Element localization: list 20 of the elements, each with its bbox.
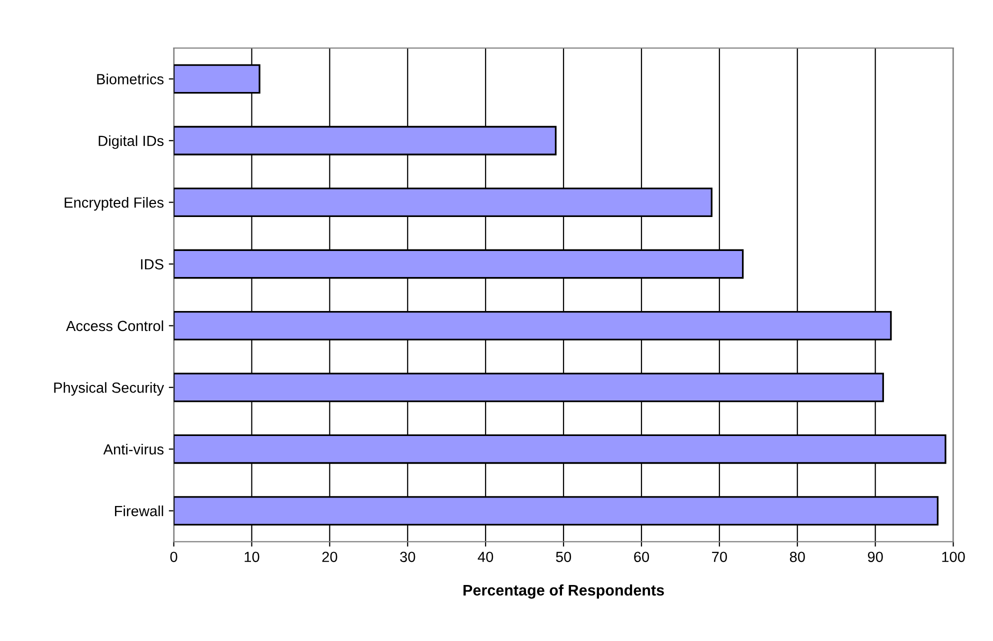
x-tick-label: 80 xyxy=(790,552,805,562)
x-tick-label: 100 xyxy=(942,552,965,562)
y-tick-label: Physical Security xyxy=(54,382,164,396)
x-tick-label: 20 xyxy=(322,552,338,562)
y-tick-label: IDS xyxy=(141,259,164,270)
x-tick-label: 10 xyxy=(244,552,260,562)
x-tick-label: 90 xyxy=(868,552,883,562)
y-tick-label: Biometrics xyxy=(97,74,164,84)
y-tick-label: Anti-virus xyxy=(103,444,164,455)
y-tick-label: Digital IDs xyxy=(98,135,164,149)
y-tick-label: Firewall xyxy=(115,506,164,516)
x-axis-title: Percentage of Respondents xyxy=(464,584,664,599)
y-tick-label: Access Control xyxy=(66,320,164,332)
y-tick-label: Encrypted Files xyxy=(64,197,164,211)
x-tick-label: 0 xyxy=(170,552,178,562)
x-tick-label: 30 xyxy=(400,552,416,562)
x-tick-label: 60 xyxy=(634,552,650,562)
x-tick-label: 50 xyxy=(556,552,572,562)
x-tick-label: 40 xyxy=(478,552,494,562)
x-tick-label: 70 xyxy=(712,552,727,562)
